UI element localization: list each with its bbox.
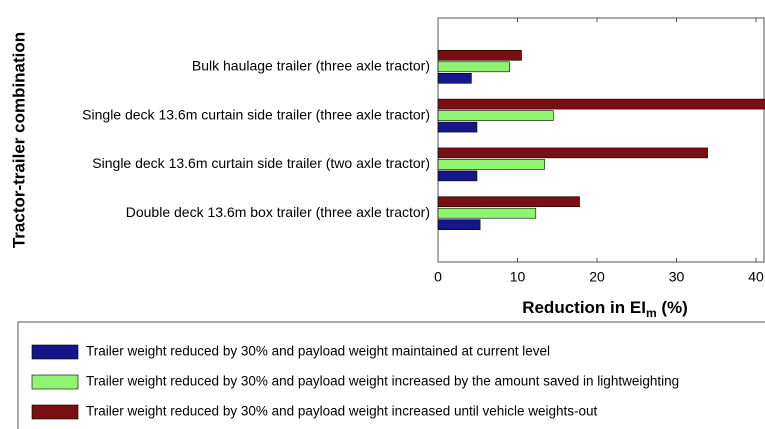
bar — [437, 73, 472, 84]
x-tick-label: 30 — [669, 269, 685, 285]
bar — [437, 61, 510, 73]
legend-frame — [17, 321, 765, 429]
x-tick-label: 20 — [589, 269, 605, 285]
x-tick-label: 10 — [510, 269, 526, 285]
bar — [437, 49, 522, 61]
y-tick-label: Single deck 13.6m curtain side trailer (… — [82, 106, 430, 122]
bar — [437, 98, 765, 110]
bar — [437, 110, 554, 121]
bar — [437, 207, 537, 219]
legend-swatch — [31, 404, 79, 420]
bar — [437, 121, 478, 133]
bar — [437, 196, 580, 207]
legend-swatch — [31, 374, 79, 390]
x-axis-label: Reduction in EIm (%) — [522, 298, 688, 320]
x-axis-label-suffix: (%) — [657, 298, 688, 317]
y-tick-label: Bulk haulage trailer (three axle tractor… — [192, 58, 430, 74]
legend-swatch — [31, 344, 79, 360]
bar — [437, 219, 481, 230]
bar — [437, 159, 545, 170]
x-axis-label-main: Reduction in EI — [522, 298, 646, 317]
x-tick-label: 40 — [748, 269, 764, 285]
y-tick-label: Double deck 13.6m box trailer (three axl… — [126, 204, 430, 220]
bar — [437, 170, 478, 182]
y-tick-label: Single deck 13.6m curtain side trailer (… — [92, 155, 430, 171]
x-tick-label: 0 — [434, 269, 442, 285]
plot-frame — [437, 17, 765, 263]
legend-label: Trailer weight reduced by 30% and payloa… — [86, 404, 598, 419]
y-axis-label: Tractor-trailer combination — [9, 32, 28, 248]
legend-label: Trailer weight reduced by 30% and payloa… — [86, 374, 679, 389]
legend-label: Trailer weight reduced by 30% and payloa… — [86, 344, 550, 359]
bar — [437, 147, 708, 159]
x-axis-label-sub: m — [646, 306, 657, 320]
